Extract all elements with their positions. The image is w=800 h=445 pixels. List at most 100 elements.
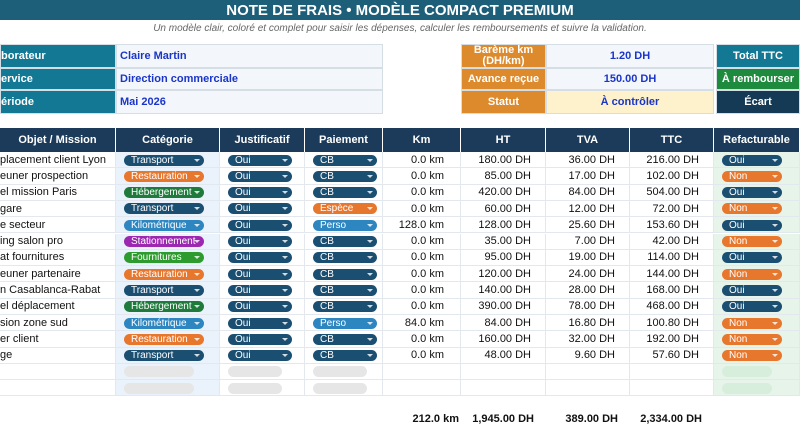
table-cell: [383, 363, 461, 381]
empty-dropdown[interactable]: [228, 382, 282, 394]
empty-dropdown[interactable]: [228, 366, 282, 378]
table-cell: 72.00 DH: [630, 200, 714, 218]
subtitle: Un modèle clair, coloré et complet pour …: [153, 22, 647, 34]
column-header: Catégorie: [116, 128, 220, 152]
dropdown-pill[interactable]: Oui: [228, 284, 292, 296]
dropdown-pill[interactable]: Stationnement: [124, 236, 204, 247]
dropdown-pill[interactable]: CB: [313, 187, 377, 199]
table-cell: placement client Lyon: [0, 152, 116, 169]
dropdown-pill[interactable]: Oui: [228, 350, 292, 362]
table-cell: 16.80 DH: [546, 315, 630, 332]
table-cell: euner partenaire: [0, 266, 116, 283]
table-cell: 35.00 DH: [461, 233, 546, 250]
title: NOTE DE FRAIS • MODÈLE COMPACT PREMIUM: [0, 0, 800, 20]
dropdown-pill[interactable]: Non: [722, 268, 782, 280]
column-header: TVA: [546, 128, 630, 152]
info-value[interactable]: Mai 2026: [116, 90, 383, 114]
total: 389.00 DH: [565, 413, 618, 425]
dropdown-pill[interactable]: Transport: [124, 350, 204, 362]
dropdown-pill[interactable]: CB: [313, 284, 377, 296]
dropdown-pill[interactable]: Oui: [228, 203, 292, 215]
table-cell: 32.00 DH: [546, 331, 630, 348]
dropdown-pill[interactable]: Oui: [722, 252, 782, 264]
dropdown-pill[interactable]: Non: [722, 170, 782, 182]
info-value[interactable]: Claire Martin: [116, 44, 383, 68]
table-cell: 144.00 DH: [630, 266, 714, 283]
dropdown-pill[interactable]: Restauration: [124, 333, 204, 345]
dropdown-pill[interactable]: Non: [722, 333, 782, 345]
empty-dropdown[interactable]: [722, 366, 772, 378]
info-label: borateur: [0, 44, 116, 68]
info-value[interactable]: 1.20 DH: [546, 44, 714, 68]
info-label: ervice: [0, 68, 116, 90]
table-cell: 78.00 DH: [546, 298, 630, 315]
table-cell: 120.00 DH: [461, 266, 546, 283]
dropdown-pill[interactable]: Transport: [124, 154, 204, 166]
empty-dropdown[interactable]: [313, 366, 367, 378]
table-cell: [383, 380, 461, 397]
table-cell: 0.0 km: [383, 331, 461, 348]
dropdown-pill[interactable]: Fournitures: [124, 252, 204, 264]
table-cell: 36.00 DH: [546, 152, 630, 169]
dropdown-pill[interactable]: Hébergement: [124, 187, 204, 199]
empty-dropdown[interactable]: [124, 366, 194, 378]
dropdown-pill[interactable]: Non: [722, 317, 782, 329]
table-cell: 180.00 DH: [461, 152, 546, 169]
empty-dropdown[interactable]: [313, 382, 367, 394]
info-value[interactable]: À contrôler: [546, 90, 714, 114]
info-value[interactable]: 150.00 DH: [546, 68, 714, 90]
info-value[interactable]: Direction commerciale: [116, 68, 383, 90]
dropdown-pill[interactable]: Oui: [722, 187, 782, 199]
dropdown-pill[interactable]: Hébergement: [124, 301, 204, 313]
dropdown-pill[interactable]: Oui: [228, 301, 292, 313]
dropdown-pill[interactable]: Non: [722, 236, 782, 247]
table-cell: ge: [0, 347, 116, 364]
table-cell: 48.00 DH: [461, 347, 546, 364]
table-cell: 0.0 km: [383, 282, 461, 299]
dropdown-pill[interactable]: Oui: [228, 154, 292, 166]
dropdown-pill[interactable]: Oui: [722, 154, 782, 166]
dropdown-pill[interactable]: CB: [313, 268, 377, 280]
dropdown-pill[interactable]: CB: [313, 236, 377, 247]
table-cell: 0.0 km: [383, 184, 461, 201]
dropdown-pill[interactable]: Oui: [228, 252, 292, 264]
dropdown-pill[interactable]: CB: [313, 333, 377, 345]
dropdown-pill[interactable]: CB: [313, 301, 377, 313]
dropdown-pill[interactable]: Oui: [228, 219, 292, 231]
dropdown-pill[interactable]: CB: [313, 170, 377, 182]
dropdown-pill[interactable]: Kilométrique: [124, 317, 204, 329]
table-cell: 153.60 DH: [630, 217, 714, 234]
dropdown-pill[interactable]: Oui: [228, 236, 292, 247]
dropdown-pill[interactable]: Perso: [313, 219, 377, 231]
dropdown-pill[interactable]: CB: [313, 154, 377, 166]
table-cell: er client: [0, 331, 116, 348]
dropdown-pill[interactable]: Oui: [722, 301, 782, 313]
dropdown-pill[interactable]: Oui: [228, 268, 292, 280]
empty-dropdown[interactable]: [124, 382, 194, 394]
table-cell: 24.00 DH: [546, 266, 630, 283]
dropdown-pill[interactable]: Espèce: [313, 203, 377, 215]
dropdown-pill[interactable]: CB: [313, 252, 377, 264]
dropdown-pill[interactable]: Transport: [124, 203, 204, 215]
empty-dropdown[interactable]: [722, 382, 772, 394]
dropdown-pill[interactable]: Kilométrique: [124, 219, 204, 231]
dropdown-pill[interactable]: Perso: [313, 317, 377, 329]
table-cell: 128.00 DH: [461, 217, 546, 234]
dropdown-pill[interactable]: Transport: [124, 284, 204, 296]
dropdown-pill[interactable]: CB: [313, 350, 377, 362]
table-cell: 9.60 DH: [546, 347, 630, 364]
kpi-label: Total TTC: [716, 44, 800, 68]
info-label: ériode: [0, 90, 116, 114]
dropdown-pill[interactable]: Non: [722, 203, 782, 215]
dropdown-pill[interactable]: Oui: [722, 284, 782, 296]
dropdown-pill[interactable]: Oui: [228, 333, 292, 345]
dropdown-pill[interactable]: Restauration: [124, 170, 204, 182]
dropdown-pill[interactable]: Oui: [228, 187, 292, 199]
dropdown-pill[interactable]: Oui: [228, 317, 292, 329]
dropdown-pill[interactable]: Restauration: [124, 268, 204, 280]
table-cell: ing salon pro: [0, 233, 116, 250]
dropdown-pill[interactable]: Oui: [228, 170, 292, 182]
dropdown-pill[interactable]: Oui: [722, 219, 782, 231]
table-cell: [546, 380, 630, 397]
dropdown-pill[interactable]: Non: [722, 350, 782, 362]
